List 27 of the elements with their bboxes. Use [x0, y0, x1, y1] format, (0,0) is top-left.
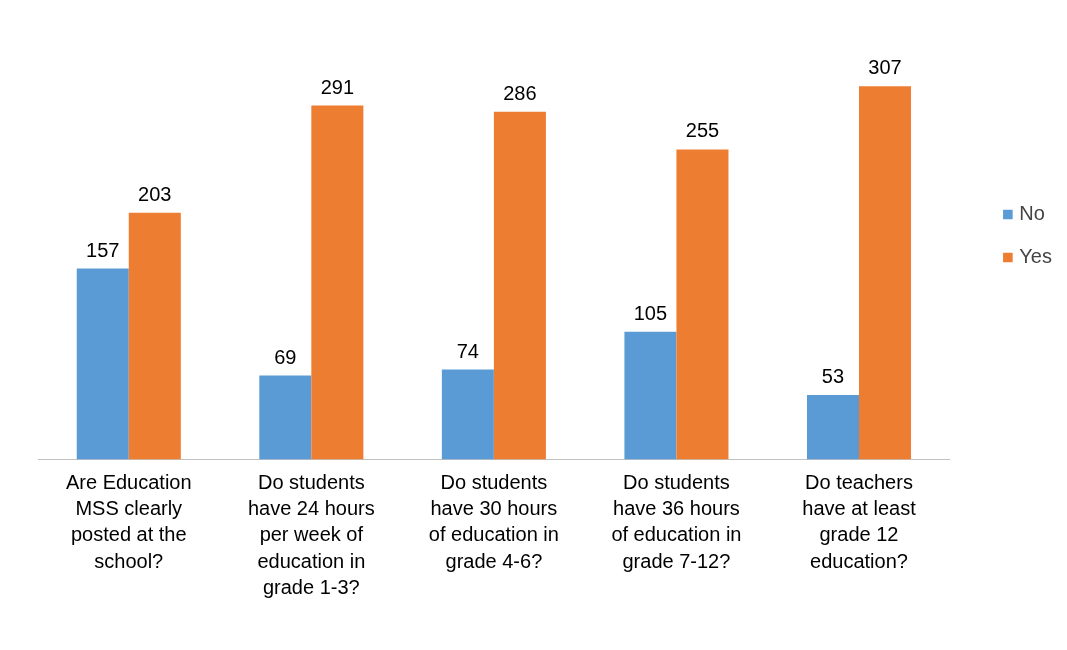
data-label: 291 — [320, 75, 355, 98]
bar — [259, 375, 312, 460]
x-tick-label: Do students have 24 hours per week of education in grade 1-3? — [247, 470, 375, 599]
x-tick-label: Do students have 36 hours of education in grade 7-12? — [611, 470, 742, 572]
legend-label: Yes — [1019, 245, 1052, 268]
data-label: 286 — [503, 81, 537, 104]
data-label: 69 — [274, 345, 297, 368]
bar — [441, 369, 494, 460]
x-tick-label: Do teachers have at least grade 12 education? — [802, 470, 917, 572]
bar — [858, 86, 912, 460]
data-label: 307 — [868, 56, 902, 79]
data-label: 105 — [633, 301, 668, 324]
data-label: 157 — [86, 238, 120, 261]
bar — [493, 111, 546, 460]
data-label: 255 — [685, 119, 720, 142]
bar — [76, 268, 129, 460]
data-label: 203 — [138, 182, 172, 205]
bar — [624, 331, 677, 460]
x-tick-label: Are Education MSS clearly posted at the school? — [65, 470, 192, 572]
x-tick-label: Do students have 30 hours of education in grade 4-6? — [428, 470, 559, 572]
bar — [676, 149, 729, 460]
data-label: 74 — [456, 339, 479, 362]
bar — [128, 212, 181, 460]
data-label: 53 — [821, 365, 845, 388]
bar — [806, 395, 859, 460]
bar — [311, 105, 364, 460]
legend-label: No — [1019, 202, 1045, 225]
